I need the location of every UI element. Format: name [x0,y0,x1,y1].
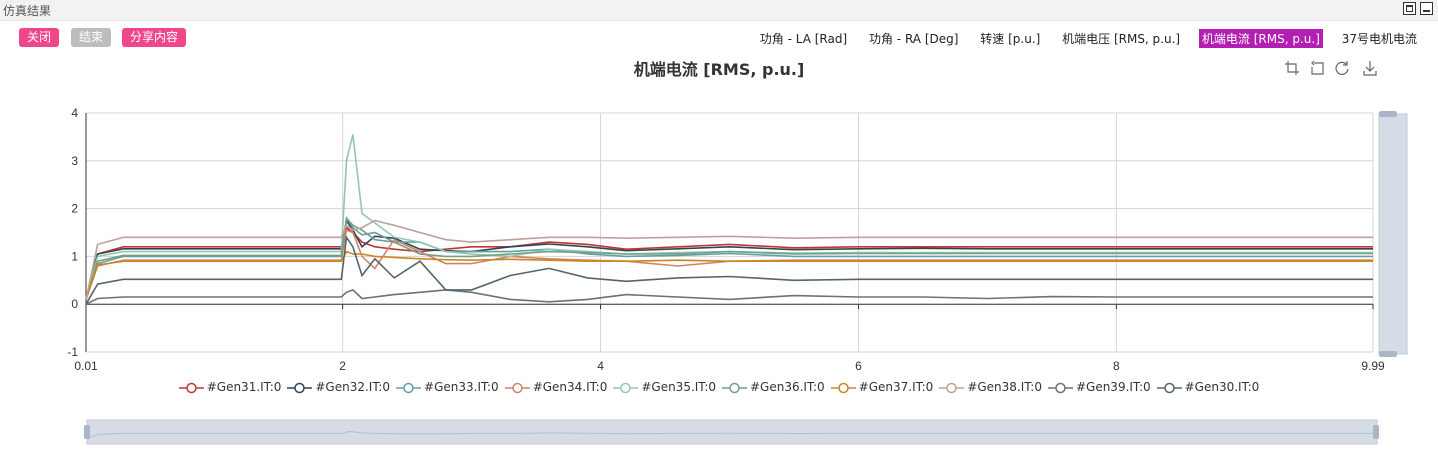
tab-terminal-voltage[interactable]: 机端电压 [RMS, p.u.] [1062,32,1181,46]
legend-symbol-icon [722,382,747,393]
legend-label: #Gen38.IT:0 [967,380,1042,394]
series-line [85,134,1373,300]
end-button[interactable]: 结束 [71,28,112,47]
series-line [85,219,1373,300]
legend-item[interactable]: #Gen30.IT:0 [1156,380,1260,395]
y-zoom-slider[interactable] [1378,113,1408,355]
tab-speed[interactable]: 转速 [p.u.] [980,32,1041,46]
crop-icon[interactable] [1284,60,1300,76]
series-line [85,235,1373,305]
legend-label: #Gen30.IT:0 [1184,380,1260,394]
chart-tabs: 功角 - LA [Rad] 功角 - RA [Deg] 转速 [p.u.] 机端… [745,29,1420,48]
y-tick-label: 3 [71,154,78,168]
legend-symbol-icon [613,382,639,393]
series-line [85,288,1373,305]
legend-symbol-icon [939,382,965,393]
y-zoom-handle-top[interactable] [1379,111,1397,117]
series-line [85,218,1373,300]
y-tick-label: 1 [71,249,78,263]
download-icon[interactable] [1362,60,1378,76]
series-line [85,250,1373,300]
legend-item[interactable]: #Gen34.IT:0 [504,380,608,395]
legend-item[interactable]: #Gen32.IT:0 [287,380,390,395]
legend-label: #Gen37.IT:0 [858,380,934,394]
x-zoom-shadow [86,430,1377,440]
legend-label: #Gen34.IT:0 [532,380,608,394]
legend-symbol-icon [396,382,422,393]
legend-symbol-icon [830,382,856,393]
x-tick-label: 9.99 [1361,359,1385,373]
chart-legend: #Gen31.IT:0 #Gen32.IT:0 #Gen33.IT:0 #Gen34.… [0,380,1438,395]
y-tick-label: 0 [71,297,78,311]
y-zoom-handle-bottom[interactable] [1379,351,1397,357]
minimize-icon[interactable] [1420,2,1433,15]
legend-symbol-icon [178,382,204,393]
tab-gen37-current[interactable]: 37号电机电流 [1341,32,1417,46]
legend-label: #Gen31.IT:0 [206,380,282,394]
undo-icon[interactable] [1309,60,1325,76]
x-zoom-slider[interactable] [86,419,1378,445]
refresh-icon[interactable] [1334,60,1350,76]
legend-item[interactable]: #Gen38.IT:0 [939,380,1042,395]
legend-item[interactable]: #Gen39.IT:0 [1047,380,1151,395]
legend-item[interactable]: #Gen36.IT:0 [722,380,825,395]
x-tick-label: 8 [1113,359,1120,373]
legend-label: #Gen33.IT:0 [424,380,499,394]
legend-label: #Gen32.IT:0 [315,380,391,394]
y-tick-label: 2 [71,202,78,216]
legend-label: #Gen35.IT:0 [641,380,716,394]
chart-title: 机端电流 [RMS, p.u.] [633,60,805,79]
tab-power-angle-deg[interactable]: 功角 - RA [Deg] [868,32,959,46]
legend-item[interactable]: #Gen31.IT:0 [178,380,282,395]
share-button[interactable]: 分享内容 [122,28,187,47]
x-tick-label: 4 [597,359,604,373]
close-button[interactable]: 关闭 [19,28,60,47]
y-tick-label: -1 [67,345,78,359]
window-titlebar: 仿真结果 [0,0,1438,21]
legend-symbol-icon [1156,382,1182,393]
legend-symbol-icon [287,382,313,393]
y-tick-label: 4 [71,106,78,120]
x-tick-label: 2 [339,359,346,373]
legend-symbol-icon [1047,382,1073,393]
legend-symbol-icon [504,382,530,393]
legend-label: #Gen39.IT:0 [1075,380,1151,394]
series-line [85,226,1373,300]
legend-item[interactable]: #Gen35.IT:0 [613,380,716,395]
x-tick-label: 6 [855,359,862,373]
series-line [85,229,1373,300]
legend-label: #Gen36.IT:0 [750,380,825,394]
x-tick-label: 0.01 [74,359,98,373]
x-zoom-handle-left[interactable] [84,425,90,439]
window-title: 仿真结果 [3,4,52,18]
tab-power-angle-rad[interactable]: 功角 - LA [Rad] [759,32,848,46]
x-zoom-handle-right[interactable] [1373,425,1379,439]
maximize-icon[interactable] [1403,2,1416,15]
series-line [85,216,1373,300]
legend-item[interactable]: #Gen33.IT:0 [396,380,499,395]
legend-item[interactable]: #Gen37.IT:0 [830,380,934,395]
tab-terminal-current[interactable]: 机端电流 [RMS, p.u.] [1198,29,1323,48]
series-line [85,216,1373,300]
